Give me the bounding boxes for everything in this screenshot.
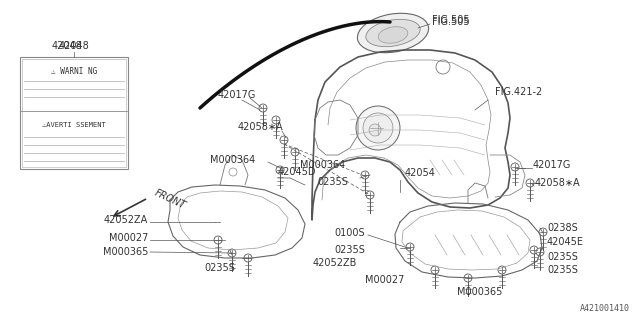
Circle shape <box>498 266 506 274</box>
Text: 0235S: 0235S <box>205 263 236 273</box>
Circle shape <box>229 168 237 176</box>
Text: FIG.505: FIG.505 <box>432 15 470 25</box>
Text: FRONT: FRONT <box>153 188 188 211</box>
Circle shape <box>431 266 439 274</box>
Circle shape <box>406 243 414 251</box>
Text: ⚠ WARNI NG: ⚠ WARNI NG <box>51 67 97 76</box>
Text: M000365: M000365 <box>102 247 148 257</box>
Circle shape <box>272 116 280 124</box>
Text: FIG.505: FIG.505 <box>432 17 470 27</box>
Circle shape <box>291 148 299 156</box>
Circle shape <box>436 60 450 74</box>
Text: 42045D: 42045D <box>278 167 317 177</box>
Ellipse shape <box>378 27 408 43</box>
Circle shape <box>539 228 547 236</box>
Text: M000365: M000365 <box>458 287 502 297</box>
Circle shape <box>363 113 393 143</box>
Text: M000364: M000364 <box>210 155 255 165</box>
Circle shape <box>526 179 534 187</box>
Circle shape <box>511 163 519 171</box>
Circle shape <box>530 246 538 254</box>
Circle shape <box>214 236 222 244</box>
Circle shape <box>366 191 374 199</box>
Text: 42054: 42054 <box>405 168 436 178</box>
Circle shape <box>280 136 288 144</box>
Bar <box>20 57 128 169</box>
Text: 0235S: 0235S <box>334 245 365 255</box>
Text: 42052ZB: 42052ZB <box>312 258 357 268</box>
Circle shape <box>276 166 284 174</box>
Text: 0235S: 0235S <box>317 177 348 187</box>
Text: 0235S: 0235S <box>547 252 578 262</box>
Text: 42017G: 42017G <box>218 90 257 100</box>
Circle shape <box>259 104 267 112</box>
Circle shape <box>228 249 236 257</box>
Ellipse shape <box>357 13 429 53</box>
Text: 42052ZA: 42052ZA <box>104 215 148 225</box>
Text: 42048: 42048 <box>52 41 83 51</box>
Text: M000364: M000364 <box>300 160 345 170</box>
Circle shape <box>361 171 369 179</box>
Ellipse shape <box>366 19 420 47</box>
Text: 42058∗A: 42058∗A <box>238 122 284 132</box>
Circle shape <box>356 106 400 150</box>
Circle shape <box>464 274 472 282</box>
Text: A421001410: A421001410 <box>580 304 630 313</box>
Circle shape <box>369 124 381 136</box>
Circle shape <box>244 254 252 262</box>
Circle shape <box>536 248 544 256</box>
Text: 42045E: 42045E <box>547 237 584 247</box>
Text: 0238S: 0238S <box>547 223 578 233</box>
Text: M00027: M00027 <box>109 233 148 243</box>
Text: 42048: 42048 <box>59 41 90 51</box>
Text: ⚠AVERTI SSEMENT: ⚠AVERTI SSEMENT <box>42 122 106 128</box>
Text: 42058∗A: 42058∗A <box>535 178 580 188</box>
Text: FIG.421-2: FIG.421-2 <box>495 87 542 97</box>
Text: 0235S: 0235S <box>547 265 578 275</box>
Text: M00027: M00027 <box>365 275 404 285</box>
Text: 42017G: 42017G <box>533 160 572 170</box>
Bar <box>22 59 126 167</box>
Text: 0100S: 0100S <box>334 228 365 238</box>
